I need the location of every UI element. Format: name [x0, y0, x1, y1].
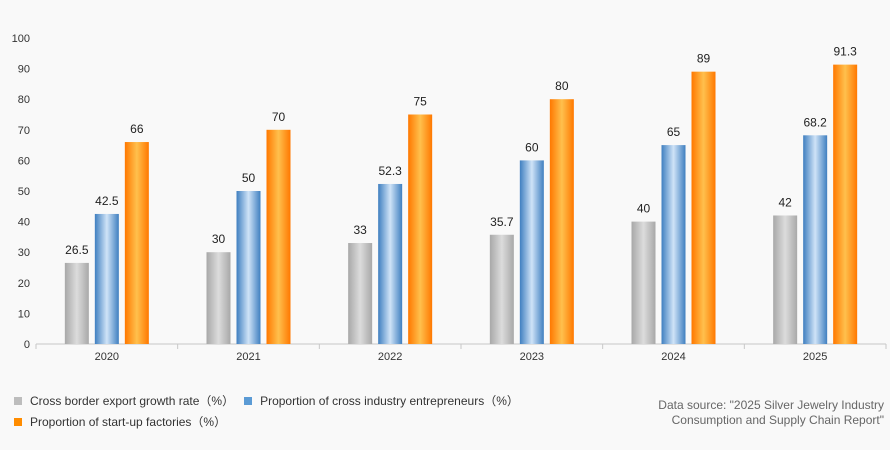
bar-2020-series-1[interactable]: [94, 213, 119, 344]
legend-swatch-orange: [14, 417, 22, 426]
data-label: 75: [413, 95, 427, 109]
data-label: 91.3: [833, 45, 857, 59]
data-label: 66: [130, 122, 144, 136]
y-tick-label: 90: [18, 64, 30, 76]
x-tick-label: 2025: [803, 351, 827, 363]
x-axis: 2020 2021 2022 2023 2024 2025: [35, 343, 887, 363]
x-tick-label: 2022: [378, 351, 402, 363]
legend-label: Proportion of start-up factories（%）: [30, 415, 227, 429]
legend-item-start-up[interactable]: Proportion of start-up factories（%）: [14, 413, 226, 430]
x-tick-label: 2020: [95, 351, 119, 363]
source-line: Data source: "2025 Silver Jewelry Indust…: [658, 398, 884, 412]
bar-2022-series-0[interactable]: [348, 243, 373, 344]
data-label: 60: [525, 140, 539, 154]
data-label: 26.5: [65, 243, 89, 257]
data-label: 33: [353, 223, 367, 237]
data-source-note: Data source: "2025 Silver Jewelry Indust…: [658, 398, 884, 428]
legend-swatch-blue: [244, 396, 253, 405]
bar-2025-series-0[interactable]: [773, 215, 798, 344]
bar-2020-series-0[interactable]: [64, 262, 89, 344]
bar-2023-series-1[interactable]: [519, 160, 544, 344]
y-tick-label: 0: [24, 339, 30, 351]
y-tick-label: 80: [18, 94, 30, 106]
bar-2024-series-0[interactable]: [631, 221, 656, 344]
bar-2022-series-2[interactable]: [408, 114, 433, 345]
bar-2021-series-0[interactable]: [206, 252, 231, 344]
legend-item-export-growth[interactable]: Cross border export growth rate（%）: [14, 392, 234, 409]
y-tick-label: 70: [18, 125, 30, 137]
bar-2024-series-1[interactable]: [661, 145, 686, 344]
legend-swatch-gray: [14, 396, 22, 405]
data-label: 52.3: [378, 164, 402, 178]
data-label: 70: [272, 110, 286, 124]
y-tick-label: 40: [18, 217, 30, 229]
data-label: 68.2: [803, 115, 827, 129]
data-label: 80: [555, 79, 569, 93]
data-label: 35.7: [490, 215, 514, 229]
bar-2021-series-1[interactable]: [236, 191, 261, 344]
source-line: Consumption and Supply Chain Report": [671, 413, 884, 427]
y-tick-label: 20: [18, 278, 30, 290]
x-tick-label: 2021: [236, 351, 260, 363]
data-label: 50: [242, 171, 256, 185]
bar-2023-series-2[interactable]: [549, 99, 574, 344]
y-tick-label: 10: [18, 308, 30, 320]
data-label: 42.5: [95, 194, 119, 208]
bar-2025-series-1[interactable]: [803, 135, 828, 344]
y-axis: 0 10 20 30 40 50 60 70 80 90 100: [12, 33, 30, 351]
legend-label: Proportion of cross industry entrepreneu…: [260, 394, 519, 408]
x-tick-label: 2023: [520, 351, 544, 363]
legend: Cross border export growth rate（%） Propo…: [14, 390, 529, 432]
y-tick-label: 30: [18, 247, 30, 259]
legend-item-cross-industry[interactable]: Proportion of cross industry entrepreneu…: [244, 392, 519, 409]
data-label: 89: [697, 52, 711, 66]
bar-2024-series-2[interactable]: [691, 71, 716, 344]
data-label: 40: [637, 202, 651, 216]
y-tick-label: 50: [18, 186, 30, 198]
x-tick-label: 2024: [661, 351, 685, 363]
legend-label: Cross border export growth rate（%）: [30, 394, 235, 408]
bars: 26.5 42.5 66 30 50 70 33 52.3 75 35.7 60 80 40 65 89 42…: [64, 45, 858, 345]
data-label: 65: [667, 125, 681, 139]
bar-2020-series-2[interactable]: [124, 142, 149, 344]
bar-2025-series-2[interactable]: [833, 64, 858, 344]
data-label: 30: [212, 232, 226, 246]
bar-2022-series-1[interactable]: [378, 183, 403, 344]
y-tick-label: 60: [18, 155, 30, 167]
bar-2023-series-0[interactable]: [489, 234, 514, 344]
bar-2021-series-2[interactable]: [266, 129, 291, 344]
y-tick-label: 100: [12, 33, 30, 45]
data-label: 42: [778, 195, 792, 209]
